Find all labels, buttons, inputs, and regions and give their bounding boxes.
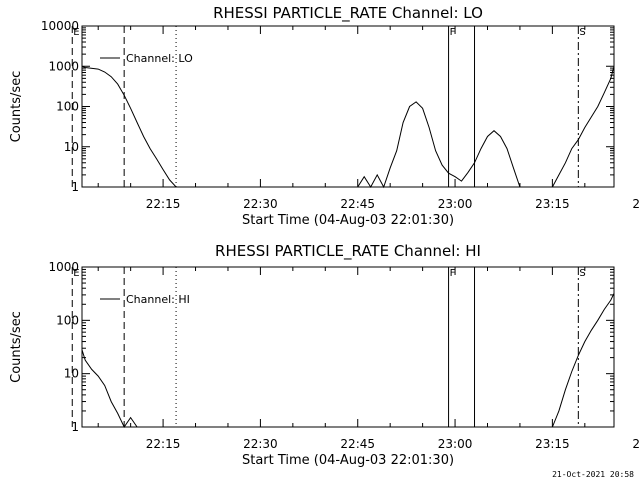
x-tick-label: 22:30 [243, 197, 278, 211]
event-marker-label: F [450, 268, 456, 279]
y-tick-label: 100 [56, 313, 79, 327]
data-series-line-2 [551, 288, 615, 428]
plot-timestamp: 21-Oct-2021 20:58 [552, 470, 634, 479]
x-tick-label: 23:15 [535, 437, 570, 451]
y-tick-label: 1000 [48, 260, 79, 274]
event-marker-label: E [73, 268, 79, 279]
y-tick-label: 1 [71, 420, 79, 434]
x-tick-label: 22:15 [146, 437, 181, 451]
chart-panel-2: RHESSI PARTICLE_RATE Channel: HI Start Ti… [9, 242, 640, 468]
x-tick-label: 22:15 [146, 197, 181, 211]
legend-label: Channel: LO [126, 52, 193, 65]
legend-label: Channel: HI [126, 293, 190, 306]
chart-title: RHESSI PARTICLE_RATE Channel: LO [213, 4, 483, 23]
x-tick-label: 22:45 [340, 197, 375, 211]
x-tick-label: 22:30 [243, 437, 278, 451]
y-tick-label: 10 [64, 367, 79, 381]
event-marker-label: E [73, 27, 79, 38]
chart-panel-1: RHESSI PARTICLE_RATE Channel: LO Start Ti… [9, 4, 640, 228]
x-tick-label: 23:15 [535, 197, 570, 211]
event-marker-label: S [579, 268, 585, 279]
chart-title: RHESSI PARTICLE_RATE Channel: HI [215, 242, 481, 261]
y-tick-label: 10 [64, 140, 79, 154]
x-axis-label: Start Time (04-Aug-03 22:01:30) [242, 213, 454, 228]
x-tick-label: 22:45 [340, 437, 375, 451]
x-axis-label: Start Time (04-Aug-03 22:01:30) [242, 453, 454, 468]
y-tick-label: 1000 [48, 59, 79, 73]
x-tick-label: 23:00 [438, 437, 473, 451]
y-tick-label: 100 [56, 100, 79, 114]
y-axis-label: Counts/sec [9, 311, 24, 383]
x-tick-label: 23:00 [438, 197, 473, 211]
y-tick-label: 10000 [41, 19, 79, 33]
data-series-line-1 [81, 344, 138, 429]
data-series-line-2 [357, 101, 521, 189]
y-tick-label: 1 [71, 180, 79, 194]
data-series-line-1 [81, 65, 215, 188]
data-series-line-3 [551, 47, 615, 188]
x-tick-label: 23:30 [632, 197, 640, 211]
event-marker-label: F [450, 27, 456, 38]
plot-frame [81, 266, 615, 428]
plot-frame [81, 25, 615, 188]
y-axis-label: Counts/sec [9, 71, 24, 143]
event-marker-label: S [579, 27, 585, 38]
x-tick-label: 23:30 [632, 437, 640, 451]
